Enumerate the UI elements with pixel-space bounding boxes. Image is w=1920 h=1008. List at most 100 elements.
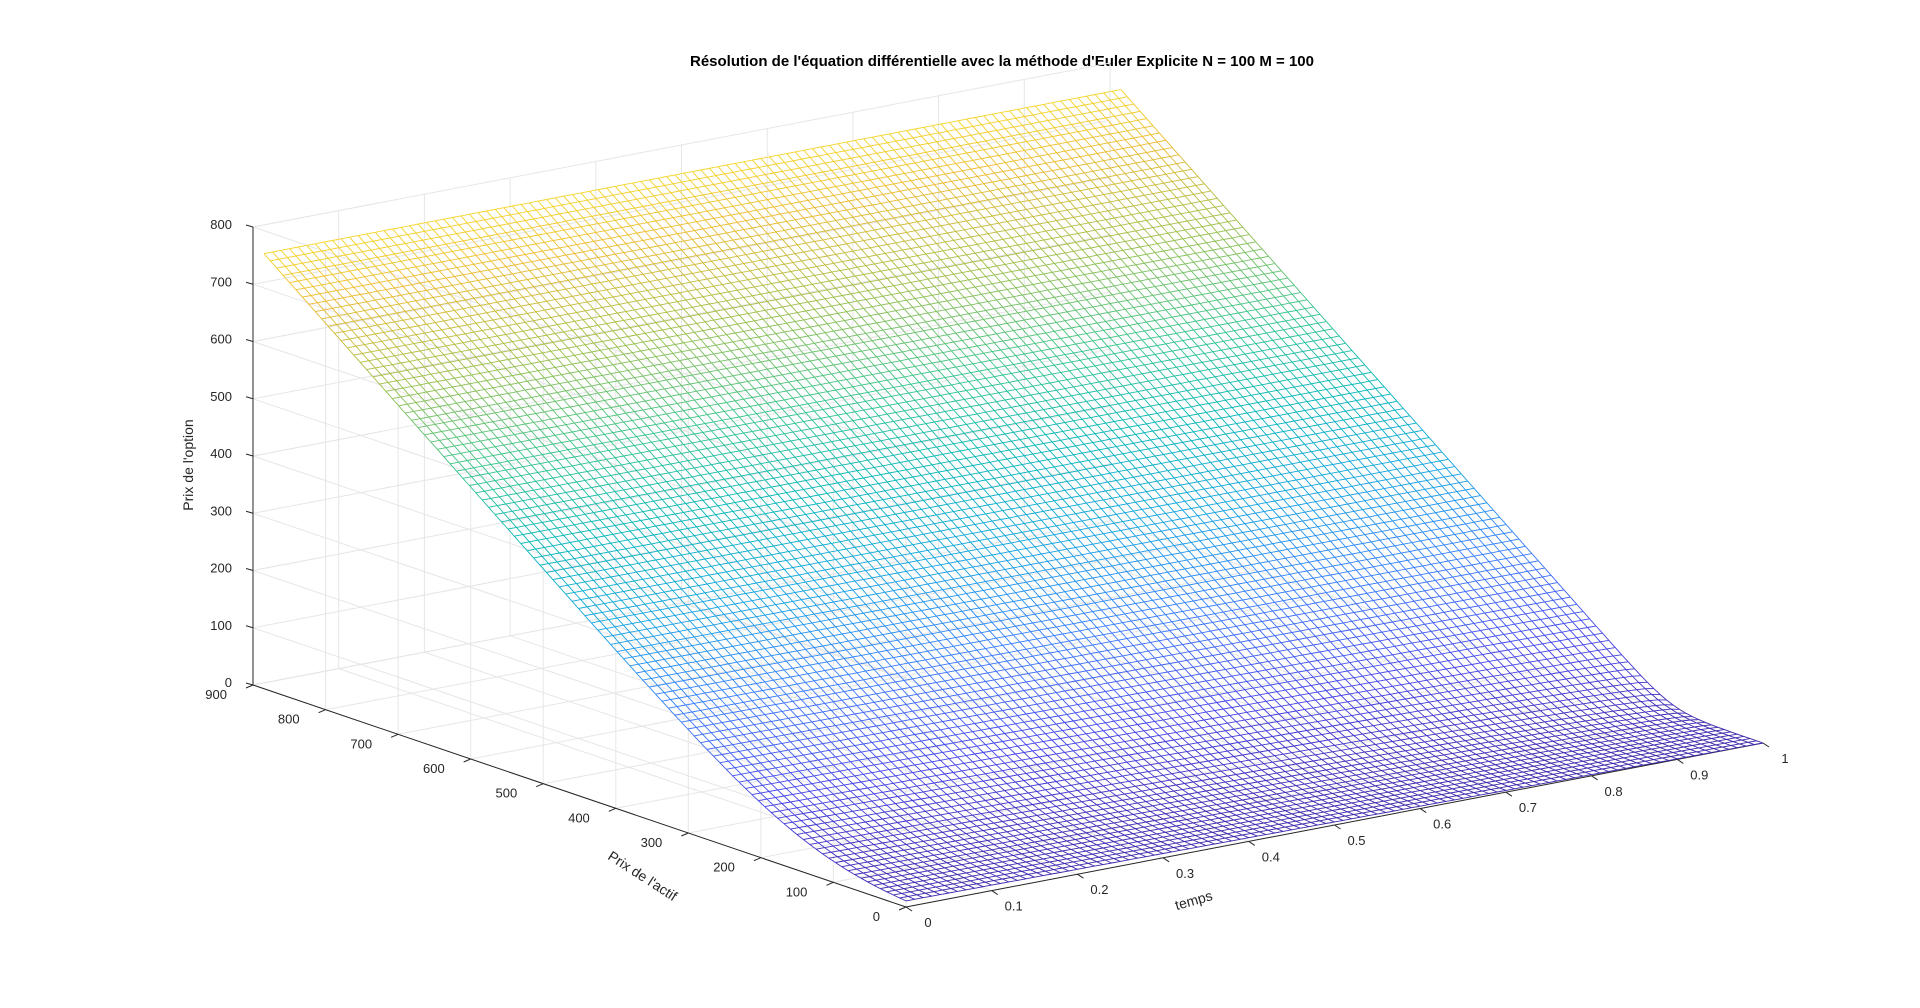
mesh-segment: [673, 455, 679, 462]
mesh-segment: [414, 344, 420, 351]
mesh-segment: [606, 527, 613, 534]
mesh-segment: [694, 536, 700, 543]
mesh-segment: [774, 580, 780, 587]
mesh-segment: [557, 426, 564, 433]
mesh-segment: [793, 794, 799, 800]
mesh-segment: [876, 628, 882, 635]
mesh-segment: [1183, 790, 1189, 794]
mesh-segment: [842, 667, 848, 674]
mesh-segment: [782, 511, 788, 518]
mesh-segment: [1080, 727, 1086, 733]
mesh-segment: [943, 722, 949, 729]
mesh-segment: [497, 472, 503, 479]
mesh-segment: [697, 357, 704, 364]
mesh-segment: [1223, 826, 1229, 829]
mesh-segment: [472, 239, 478, 246]
mesh-segment: [632, 217, 638, 224]
mesh-segment: [649, 451, 656, 458]
mesh-segment: [776, 605, 782, 612]
mesh-segment: [874, 866, 880, 870]
mesh-segment: [1187, 777, 1193, 782]
mesh-segment: [463, 444, 469, 451]
mesh-segment: [694, 736, 700, 743]
mesh-segment: [1103, 809, 1109, 813]
mesh-segment: [842, 363, 848, 370]
mesh-segment: [722, 723, 728, 730]
mesh-segment: [459, 259, 465, 266]
mesh-segment: [617, 483, 623, 490]
mesh-segment: [763, 590, 769, 597]
mesh-segment: [816, 672, 822, 679]
mesh-segment: [1069, 737, 1075, 743]
mesh-segment: [1133, 768, 1139, 773]
mesh-segment: [643, 240, 649, 247]
mesh-segment: [861, 622, 867, 629]
mesh-segment: [512, 240, 518, 247]
mesh-segment: [1097, 661, 1103, 668]
mesh-segment: [898, 738, 904, 745]
mesh-segment: [1210, 820, 1216, 823]
mesh-segment: [887, 617, 893, 624]
mesh-segment: [774, 309, 780, 316]
mesh-segment: [746, 424, 753, 431]
mesh-segment: [427, 256, 433, 263]
mesh-segment: [731, 317, 738, 324]
mesh-segment: [1120, 697, 1126, 704]
mesh-segment: [949, 496, 955, 503]
mesh-segment: [722, 319, 728, 326]
mesh-segment: [910, 854, 917, 858]
mesh-segment: [1075, 713, 1081, 720]
mesh-segment: [1067, 745, 1074, 751]
mesh-segment: [309, 270, 315, 277]
mesh-segment: [491, 431, 497, 438]
mesh-segment: [1150, 737, 1156, 743]
mesh-segment: [1071, 866, 1077, 869]
mesh-segment: [699, 315, 705, 322]
mesh-segment: [713, 692, 719, 699]
mesh-segment: [360, 295, 366, 302]
mesh-segment: [457, 471, 463, 478]
mesh-segment: [463, 478, 470, 485]
mesh-segment: [536, 380, 543, 387]
mesh-segment: [898, 539, 904, 546]
mesh-segment: [621, 600, 627, 607]
mesh-segment: [881, 475, 887, 482]
mesh-segment: [403, 320, 409, 327]
mesh-segment: [701, 677, 707, 684]
mesh-segment: [365, 277, 372, 284]
mesh-segment: [446, 448, 452, 455]
mesh-segment: [585, 311, 591, 318]
mesh-segment: [836, 560, 842, 567]
mesh-segment: [656, 255, 662, 262]
mesh-segment: [722, 420, 728, 427]
mesh-segment: [821, 452, 827, 459]
mesh-segment: [956, 671, 962, 678]
mesh-segment: [1120, 728, 1126, 734]
mesh-segment: [919, 518, 925, 525]
mesh-segment: [831, 852, 837, 857]
mesh-segment: [840, 676, 846, 683]
mesh-segment: [639, 258, 645, 265]
mesh-segment: [872, 742, 878, 749]
mesh-segment: [754, 490, 760, 497]
mesh-segment: [617, 381, 623, 388]
mesh-segment: [851, 430, 857, 437]
mesh-segment: [795, 660, 802, 667]
mesh-segment: [816, 797, 822, 803]
mesh-segment: [667, 278, 673, 285]
mesh-segment: [335, 266, 341, 273]
mesh-segment: [921, 475, 927, 482]
mesh-segment: [1195, 836, 1201, 839]
mesh-segment: [771, 555, 777, 562]
mesh-segment: [746, 492, 752, 499]
mesh-segment: [803, 658, 809, 665]
mesh-segment: [429, 417, 435, 424]
mesh-segment: [547, 505, 553, 512]
mesh-segment: [504, 242, 510, 249]
mesh-segment: [958, 595, 964, 602]
mesh-segment: [1018, 684, 1024, 691]
mesh-segment: [401, 227, 407, 234]
mesh-segment: [437, 246, 443, 253]
mesh-segment: [938, 844, 944, 848]
mesh-segment: [714, 286, 720, 293]
